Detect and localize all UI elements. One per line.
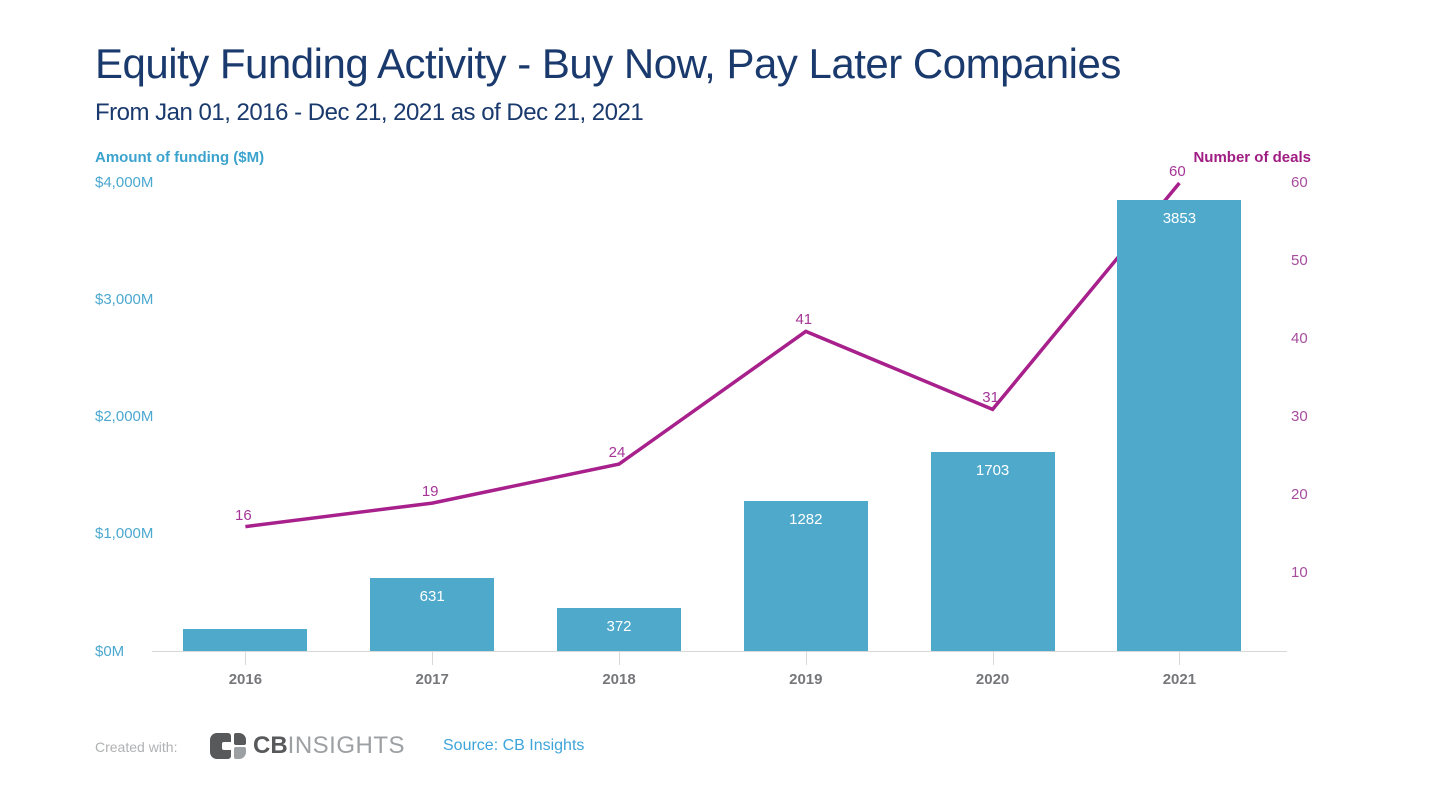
funding-bar-2019	[743, 501, 868, 652]
x-axis-label-2021: 2021	[1162, 671, 1197, 688]
logo-text-insights: INSIGHTS	[287, 732, 406, 759]
left-axis-tick: $4,000M	[95, 174, 154, 191]
left-axis-tick: $2,000M	[95, 408, 154, 426]
right-axis-tick: 20	[1291, 486, 1308, 504]
funding-bar-2017	[370, 577, 495, 652]
cbinsights-logo: CBINSIGHTS	[210, 733, 405, 759]
x-axis-tick	[805, 652, 807, 665]
logo-top-square	[234, 733, 246, 745]
x-axis-label-2018: 2018	[602, 671, 636, 688]
x-axis-tick	[992, 652, 994, 665]
right-axis-tick: 30	[1291, 408, 1308, 426]
left-axis-tick: $0M	[95, 642, 125, 660]
left-axis-title: Amount of funding ($M)	[95, 149, 265, 166]
deals-value-label-2021: 60	[1169, 163, 1186, 180]
x-axis-line	[152, 651, 1287, 652]
funding-value-label-2017: 631	[419, 587, 445, 605]
funding-value-label-2020: 1703	[975, 462, 1010, 480]
right-axis-tick: 50	[1291, 252, 1308, 270]
right-axis-tick: 10	[1291, 564, 1308, 582]
deals-value-label-2016: 16	[235, 506, 252, 524]
left-axis-tick: $1,000M	[95, 525, 154, 543]
deals-value-label-2018: 24	[608, 444, 626, 462]
funding-value-label-2018: 372	[606, 617, 632, 635]
deals-value-label-2017: 19	[421, 483, 439, 501]
logo-text-cb: CB	[253, 732, 288, 759]
x-axis-label-2017: 2017	[415, 671, 449, 688]
funding-bar-2020	[930, 452, 1055, 652]
funding-bar-2018	[557, 607, 681, 652]
right-axis-tick: 60	[1291, 174, 1308, 191]
logo-c-notch	[222, 742, 231, 750]
logo-bottom-square	[234, 747, 246, 759]
right-axis-tick: 40	[1291, 330, 1308, 348]
cbinsights-logo-icon	[210, 733, 246, 759]
right-axis-title: Number of deals	[1193, 149, 1311, 166]
funding-value-label-2019: 1282	[789, 511, 823, 529]
x-axis-tick	[1179, 652, 1181, 665]
left-axis-tick: $3,000M	[95, 291, 154, 309]
x-axis-label-2020: 2020	[975, 671, 1010, 688]
x-axis-tick	[619, 652, 620, 665]
deals-value-label-2020: 31	[982, 389, 999, 407]
x-axis-label-2019: 2019	[789, 671, 823, 688]
x-axis-tick	[432, 652, 434, 665]
logo-c-block	[210, 733, 231, 759]
funding-value-label-2021: 3853	[1162, 210, 1197, 228]
x-axis-tick	[245, 652, 247, 665]
chart-title: Equity Funding Activity - Buy Now, Pay L…	[95, 40, 1121, 87]
cbinsights-logo-text: CBINSIGHTS	[253, 733, 405, 759]
deals-value-label-2019: 41	[795, 311, 813, 329]
created-with-label: Created with:	[95, 739, 178, 755]
chart-subtitle: From Jan 01, 2016 - Dec 21, 2021 as of D…	[95, 99, 644, 126]
x-axis-label-2016: 2016	[228, 671, 263, 688]
source-link[interactable]: Source: CB Insights	[443, 737, 585, 754]
funding-bar-2021	[1117, 200, 1242, 652]
funding-bar-2016	[183, 629, 308, 652]
